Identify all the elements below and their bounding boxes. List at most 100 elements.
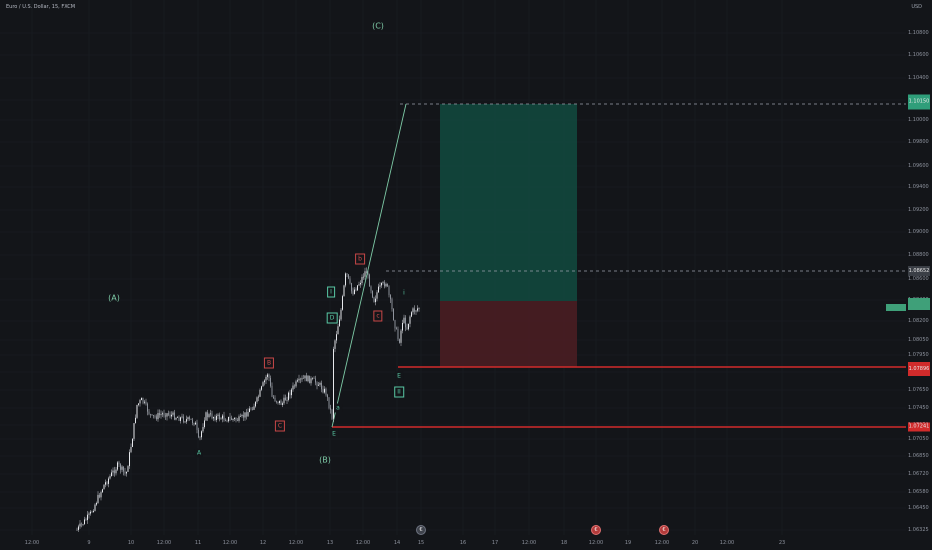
candle-body — [310, 378, 312, 384]
chart-symbol-title[interactable]: Euro / U.S. Dollar, 15, FXCM — [6, 4, 76, 10]
candle-body — [105, 482, 106, 485]
wave-label-B-major: (B) — [319, 455, 331, 465]
stop-loss-zone[interactable] — [440, 301, 577, 367]
candle-body — [385, 283, 387, 287]
candle-body — [361, 276, 363, 284]
candle-body — [76, 529, 78, 531]
candle-body — [85, 519, 87, 521]
price-axis-label: 1.06580 — [908, 489, 929, 495]
candle-body — [93, 510, 94, 512]
event-marker-red-2[interactable]: € — [659, 525, 669, 535]
candle-body — [402, 322, 403, 331]
price-tag-entry[interactable]: 1.08652 — [908, 266, 930, 276]
candle-body — [249, 408, 250, 412]
candle-body — [183, 416, 184, 422]
candle-body — [117, 462, 118, 470]
candle-body — [211, 413, 213, 419]
candle-body — [82, 524, 84, 525]
time-axis-label: 14 — [393, 540, 401, 546]
candle-body — [114, 470, 115, 474]
candle-body — [267, 374, 268, 377]
event-marker-gray[interactable]: € — [416, 525, 426, 535]
candle-body — [231, 417, 232, 420]
time-axis-label: 13 — [326, 540, 334, 546]
candle-body — [388, 286, 390, 296]
candle-body — [313, 378, 315, 379]
candle-body — [124, 471, 126, 474]
candle-body — [277, 401, 279, 403]
candle-body — [91, 511, 93, 513]
time-axis-label: 12:00 — [654, 540, 670, 546]
candle-body — [379, 285, 381, 287]
candle-body — [207, 412, 208, 418]
candle-body — [418, 308, 420, 309]
wave-label-impulse-I: I — [327, 286, 335, 298]
candle-body — [235, 418, 237, 421]
candle-body — [174, 412, 175, 420]
price-axis-label: 1.08050 — [908, 337, 929, 343]
candle-body — [138, 403, 139, 405]
candle-body — [222, 415, 223, 419]
candle-body — [289, 392, 291, 396]
candle-body — [132, 438, 133, 447]
price-axis-label: 1.08800 — [908, 252, 929, 258]
candle-body — [291, 389, 292, 396]
candle-body — [415, 310, 417, 312]
current-price-marker — [886, 304, 906, 311]
candle-body — [307, 375, 309, 382]
candle-body — [358, 284, 360, 286]
candle-body — [159, 413, 160, 416]
candle-body — [213, 417, 214, 419]
price-axis-label: 1.06720 — [908, 471, 929, 477]
profit-target-zone[interactable] — [440, 104, 577, 301]
candle-body — [154, 416, 156, 417]
candle-body — [96, 502, 97, 505]
candle-body — [120, 464, 121, 470]
candle-body — [369, 274, 370, 287]
candle-body — [321, 382, 322, 390]
candle-body — [406, 327, 408, 330]
price-axis-currency[interactable]: USD — [911, 4, 922, 10]
candle-body — [261, 386, 262, 390]
candle-body — [156, 416, 157, 420]
candle-body — [244, 412, 246, 418]
candle-body — [126, 471, 127, 474]
candle-body — [177, 417, 178, 418]
price-tag-current[interactable] — [908, 298, 930, 310]
candle-body — [301, 378, 303, 380]
candle-body — [265, 376, 267, 381]
candle-body — [169, 414, 171, 417]
candle-body — [384, 282, 385, 287]
wave-label-minor-b: B — [263, 357, 275, 369]
candle-body — [220, 418, 222, 420]
price-tag-target[interactable]: 1.10150 — [908, 94, 930, 110]
candle-body — [409, 316, 411, 324]
event-marker-red-1[interactable]: € — [591, 525, 601, 535]
price-axis-label: 1.09800 — [908, 139, 929, 145]
candle-body — [256, 397, 258, 402]
candle-body — [306, 375, 307, 382]
candle-body — [408, 323, 409, 330]
candle-body — [364, 271, 366, 277]
candle-body — [148, 411, 150, 415]
candle-body — [328, 397, 330, 409]
candle-body — [226, 420, 228, 422]
time-axis-label: 17 — [491, 540, 499, 546]
candle-body — [160, 414, 162, 416]
time-axis-label: 12:00 — [588, 540, 604, 546]
candle-body — [372, 290, 373, 298]
wave-c-trend-line[interactable] — [331, 103, 407, 428]
candle-body — [373, 297, 375, 303]
candle-body — [214, 417, 216, 420]
candle-body — [109, 476, 111, 479]
candle-body — [378, 286, 379, 293]
candle-body — [315, 378, 316, 383]
price-tag-stop[interactable]: 1.07896 — [908, 362, 930, 376]
price-tag-level[interactable]: 1.07241 — [908, 422, 930, 432]
candle-body — [298, 378, 300, 381]
candle-body — [295, 381, 297, 387]
candle-body — [394, 320, 396, 329]
candle-body — [142, 397, 144, 403]
candle-body — [165, 415, 166, 417]
